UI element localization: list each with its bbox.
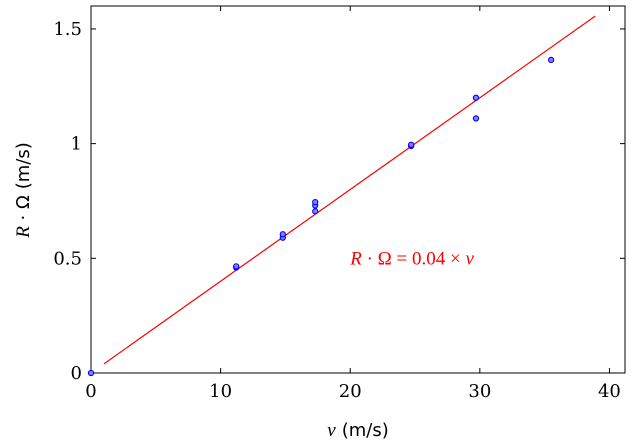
data-point (233, 263, 240, 270)
x-tick-label: 40 (598, 381, 621, 402)
x-tick-label: 30 (468, 381, 491, 402)
x-tick-label: 10 (209, 381, 232, 402)
data-point (279, 231, 286, 238)
fit-line (103, 15, 596, 365)
y-tick-label: 0 (71, 363, 82, 384)
fit-equation-annotation: R · Ω = 0.04 × v (349, 248, 474, 269)
data-point (312, 198, 319, 206)
data-points (87, 56, 555, 377)
data-point (472, 115, 480, 122)
data-point (472, 94, 480, 101)
data-point (407, 141, 415, 148)
y-tick-label: 0.5 (53, 248, 82, 269)
y-tick-label: 1.5 (53, 19, 82, 40)
x-axis-label: v (m/s) (327, 420, 388, 441)
x-tick-label: 20 (339, 381, 362, 402)
axis-ticks: 0 10 20 30 40 0 0.5 1 1.5 (53, 6, 625, 402)
plot-frame (90, 5, 626, 374)
data-point (312, 208, 319, 215)
fit-line-group (103, 15, 596, 365)
y-tick-label: 1 (71, 134, 82, 155)
y-axis-label: R · Ω(m/s) (13, 142, 34, 239)
data-point (87, 369, 95, 377)
x-tick-label: 0 (85, 381, 96, 402)
data-point (547, 56, 555, 64)
